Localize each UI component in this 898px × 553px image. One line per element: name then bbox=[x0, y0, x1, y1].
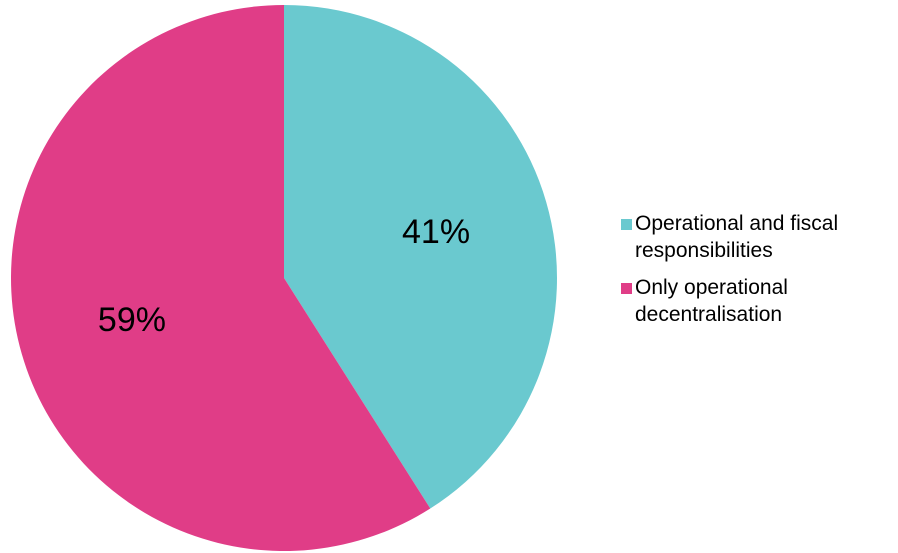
legend-item-only-operational: Only operational decentralisation bbox=[619, 274, 898, 328]
chart-legend: Operational and fiscal responsibilities … bbox=[619, 210, 898, 338]
legend-item-operational-and-fiscal: Operational and fiscal responsibilities bbox=[619, 210, 898, 264]
legend-label: Operational and fiscal responsibilities bbox=[635, 212, 839, 262]
pie-slice-0 bbox=[284, 5, 557, 509]
legend-swatch bbox=[621, 283, 632, 294]
legend-swatch bbox=[621, 219, 632, 230]
pie-slice-1 bbox=[10, 5, 431, 551]
pie-data-labels: 41% 59% bbox=[98, 213, 470, 339]
slice-data-label-0: 41% bbox=[402, 213, 470, 251]
pie-slices bbox=[10, 5, 557, 551]
slice-data-label-1: 59% bbox=[98, 301, 166, 339]
legend-label: Only operational decentralisation bbox=[635, 276, 788, 326]
